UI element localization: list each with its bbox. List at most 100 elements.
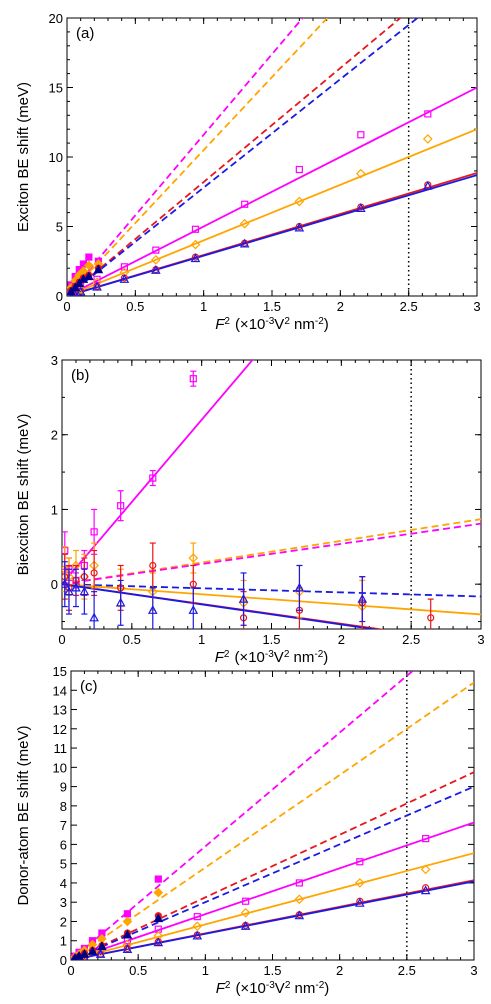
y-tick-label: 11 <box>54 741 68 756</box>
point-triangle <box>64 586 74 596</box>
y-tick-label: 4 <box>60 876 67 891</box>
fit-line-orange-solid <box>62 583 481 616</box>
point-diamond <box>150 255 161 265</box>
x-axis-label-part: V <box>275 980 285 997</box>
x-tick-label: 2.5 <box>402 632 420 647</box>
y-tick-label: 3 <box>60 895 67 910</box>
y-tick-label: 1 <box>60 934 67 949</box>
point-square <box>152 246 160 254</box>
plot-frame <box>70 670 475 961</box>
point-diamond <box>190 239 201 250</box>
point-circle <box>427 614 435 622</box>
fit-line-red-dashed <box>71 771 474 960</box>
point-square <box>295 165 303 174</box>
x-axis-label-part: 2 <box>284 316 290 327</box>
x-tick-label: 3 <box>470 963 477 978</box>
y-tick-label: 6 <box>60 837 67 852</box>
y-tick-label: 3 <box>51 353 58 368</box>
point-diamond <box>92 277 102 287</box>
x-axis-label-part: F <box>216 980 226 997</box>
y-tick-label: 7 <box>60 818 67 833</box>
y-tick-label: 2 <box>51 428 58 443</box>
point-diamond <box>153 887 164 898</box>
y-axis-label: Biexciton BE shift (meV) <box>15 414 32 576</box>
point-triangle <box>151 265 161 274</box>
point-triangle <box>192 930 203 940</box>
point-square <box>189 375 197 383</box>
point-triangle <box>294 222 305 232</box>
x-tick-label: 2 <box>336 963 343 978</box>
x-axis-label: F2 (×10-3V2 nm-2) <box>215 649 329 667</box>
y-tick-label: 12 <box>53 722 67 737</box>
fit-line-orange-dashed <box>62 518 481 586</box>
point-diamond <box>294 196 305 207</box>
point-triangle <box>294 910 305 920</box>
point-square <box>90 528 98 536</box>
x-axis-label-part: ) <box>324 980 329 997</box>
point-square <box>193 913 201 921</box>
point-triangle <box>122 944 133 954</box>
x-axis-label-part: (×10 <box>235 980 265 997</box>
fit-line-magenta-dashed <box>71 671 414 960</box>
point-triangle <box>153 913 164 923</box>
point-triangle <box>92 281 102 291</box>
point-triangle <box>115 597 126 607</box>
x-tick-label: 2 <box>338 632 345 647</box>
fit-line-blue-dashed <box>67 18 419 296</box>
x-axis-label-part: F <box>215 316 225 333</box>
x-tick-label: 0.5 <box>126 299 144 314</box>
point-diamond <box>188 553 199 563</box>
x-tick-label: 0 <box>67 963 74 978</box>
point-diamond <box>192 921 203 932</box>
y-tick-label: 0 <box>51 577 58 592</box>
x-tick-label: 2.5 <box>400 299 418 314</box>
y-tick-label: 8 <box>60 799 67 814</box>
point-square <box>295 879 303 887</box>
point-triangle <box>122 929 133 939</box>
fit-line-magenta-dashed <box>67 18 304 296</box>
x-axis-label-part: ) <box>324 316 329 333</box>
fit-line-magenta-solid <box>67 86 477 296</box>
plot-area <box>67 18 477 296</box>
point-triangle <box>87 946 98 955</box>
x-axis-label-part: V <box>274 649 284 666</box>
x-tick-label: 2 <box>337 299 344 314</box>
x-tick-label: 1.5 <box>263 299 281 314</box>
point-triangle <box>357 593 368 603</box>
point-triangle <box>74 278 85 288</box>
plot-area <box>71 671 474 960</box>
x-tick-label: 0.5 <box>129 963 147 978</box>
y-tick-label: 15 <box>53 664 67 679</box>
point-square <box>154 875 162 883</box>
y-tick-label: 0 <box>56 289 63 304</box>
point-diamond <box>422 134 433 144</box>
fit-line-blue-solid <box>62 583 379 629</box>
point-square <box>241 200 249 208</box>
point-triangle <box>119 274 130 283</box>
point-triangle <box>239 238 250 248</box>
panel-label: (c) <box>80 678 98 695</box>
point-triangle <box>294 582 305 592</box>
point-diamond <box>294 894 305 905</box>
y-tick-label: 20 <box>49 11 63 26</box>
x-tick-label: 1 <box>200 299 207 314</box>
point-diamond <box>84 260 94 271</box>
point-triangle <box>356 203 366 213</box>
x-tick-label: 0.5 <box>123 632 141 647</box>
x-axis-label-part: nm <box>290 316 315 333</box>
point-circle <box>149 561 157 570</box>
point-triangle <box>188 605 199 614</box>
point-triangle <box>79 586 90 596</box>
x-axis-label-part: -2 <box>315 316 324 327</box>
point-square <box>120 263 129 271</box>
point-triangle <box>420 885 431 895</box>
fit-line-magenta-solid <box>62 360 254 585</box>
x-axis-label-part: -2 <box>314 649 323 660</box>
point-triangle <box>71 582 81 592</box>
point-square <box>357 131 365 139</box>
point-circle <box>90 569 98 577</box>
x-tick-label: 3 <box>473 299 480 314</box>
point-triangle <box>147 605 158 614</box>
